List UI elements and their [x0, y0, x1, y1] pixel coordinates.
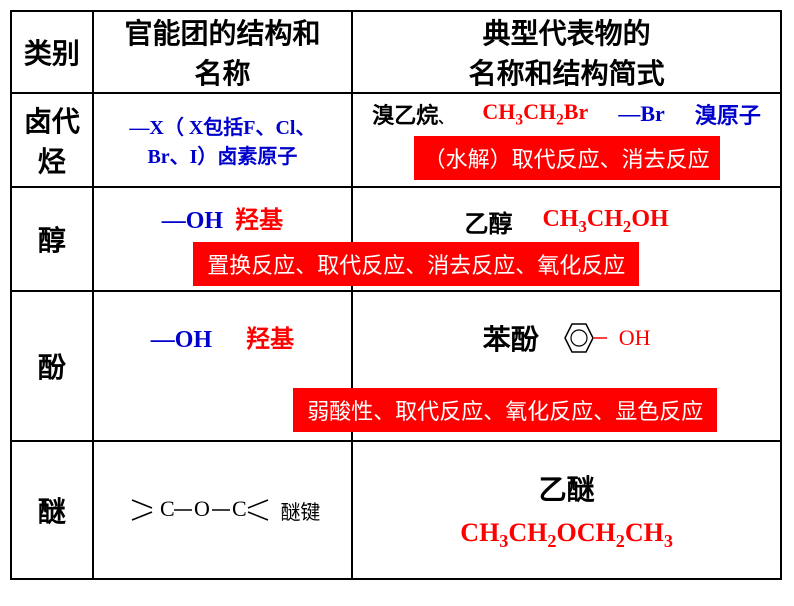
rep-ether: 乙醚 CH3CH2OCH2CH3: [352, 441, 781, 579]
phenol-fg-dash: —OH: [151, 327, 212, 353]
cat-alcohol: 醇: [11, 187, 93, 291]
header-functional-group: 官能团的结构和 名称: [93, 11, 353, 93]
header-fg-line1: 官能团的结构和: [94, 12, 352, 52]
header-category: 类别: [11, 11, 93, 93]
halo-formula: CH3CH2Br: [482, 99, 588, 129]
svg-text:O: O: [194, 496, 210, 521]
ether-bond-icon: C O C: [124, 480, 274, 540]
rep-alcohol: 乙醇 CH3CH2OH 置换反应、取代反应、消去反应、氧化反应: [352, 187, 781, 291]
ether-bond-label: 醚键: [280, 496, 320, 525]
row-halohydrocarbon: 卤代 烃 —X（ X包括F、Cl、 Br、I）卤素原子 溴乙烷、 CH3CH2B…: [11, 93, 781, 187]
fg-halo: —X（ X包括F、Cl、 Br、I）卤素原子: [93, 93, 353, 187]
phenol-reaction-box: 弱酸性、取代反应、氧化反应、显色反应: [293, 388, 717, 432]
header-rep-line1: 典型代表物的: [353, 12, 780, 52]
halo-reaction-box: （水解）取代反应、消去反应: [414, 136, 720, 180]
rep-halo: 溴乙烷、 CH3CH2Br —Br 溴原子 （水解）取代反应、消去反应: [352, 93, 781, 187]
cat-halo-l2: 烃: [12, 140, 92, 180]
fg-halo-l1: —X（ X包括F、Cl、: [98, 111, 348, 140]
benzene-ring-icon: [551, 314, 607, 362]
alcohol-reaction-box: 置换反应、取代反应、消去反应、氧化反应: [193, 242, 639, 286]
row-alcohol: 醇 —OH 羟基 乙醇 CH3CH2OH 置换反应、取代反应、消去反应、氧化反应: [11, 187, 781, 291]
cat-halo-l1: 卤代: [12, 100, 92, 140]
alcohol-fg-name: 羟基: [235, 208, 283, 234]
cat-ether: 醚: [11, 441, 93, 579]
chemistry-table: 类别 官能团的结构和 名称 典型代表物的 名称和结构简式 卤代 烃 —X（ X包…: [10, 10, 782, 580]
alcohol-name: 乙醇: [465, 204, 513, 239]
svg-text:C: C: [160, 496, 175, 521]
halo-name: 溴乙烷、: [372, 98, 452, 130]
svg-text:C: C: [232, 496, 247, 521]
header-representative: 典型代表物的 名称和结构简式: [352, 11, 781, 93]
ether-formula: CH3CH2OCH2CH3: [357, 518, 776, 552]
fg-ether: C O C 醚键: [93, 441, 353, 579]
phenol-oh: OH: [619, 325, 651, 351]
halo-atom-dash: —Br: [618, 101, 664, 127]
halo-atom-label: 溴原子: [695, 98, 761, 130]
row-ether: 醚 C O C 醚键: [11, 441, 781, 579]
phenol-name: 苯酚: [483, 318, 539, 358]
fg-halo-l2: Br、I）卤素原子: [98, 140, 348, 169]
row-phenol: 酚 —OH 羟基 苯酚 OH 弱酸性、取代反应、氧化反应、显色反应: [11, 291, 781, 441]
header-fg-line2: 名称: [94, 52, 352, 92]
alcohol-fg-dash: —OH: [162, 208, 223, 234]
cat-halo: 卤代 烃: [11, 93, 93, 187]
ether-name: 乙醚: [357, 468, 776, 508]
rep-phenol: 苯酚 OH 弱酸性、取代反应、氧化反应、显色反应: [352, 291, 781, 441]
header-rep-line2: 名称和结构简式: [353, 52, 780, 92]
cat-phenol: 酚: [11, 291, 93, 441]
phenol-fg-name: 羟基: [246, 327, 294, 353]
alcohol-formula: CH3CH2OH: [543, 206, 669, 237]
header-row: 类别 官能团的结构和 名称 典型代表物的 名称和结构简式: [11, 11, 781, 93]
